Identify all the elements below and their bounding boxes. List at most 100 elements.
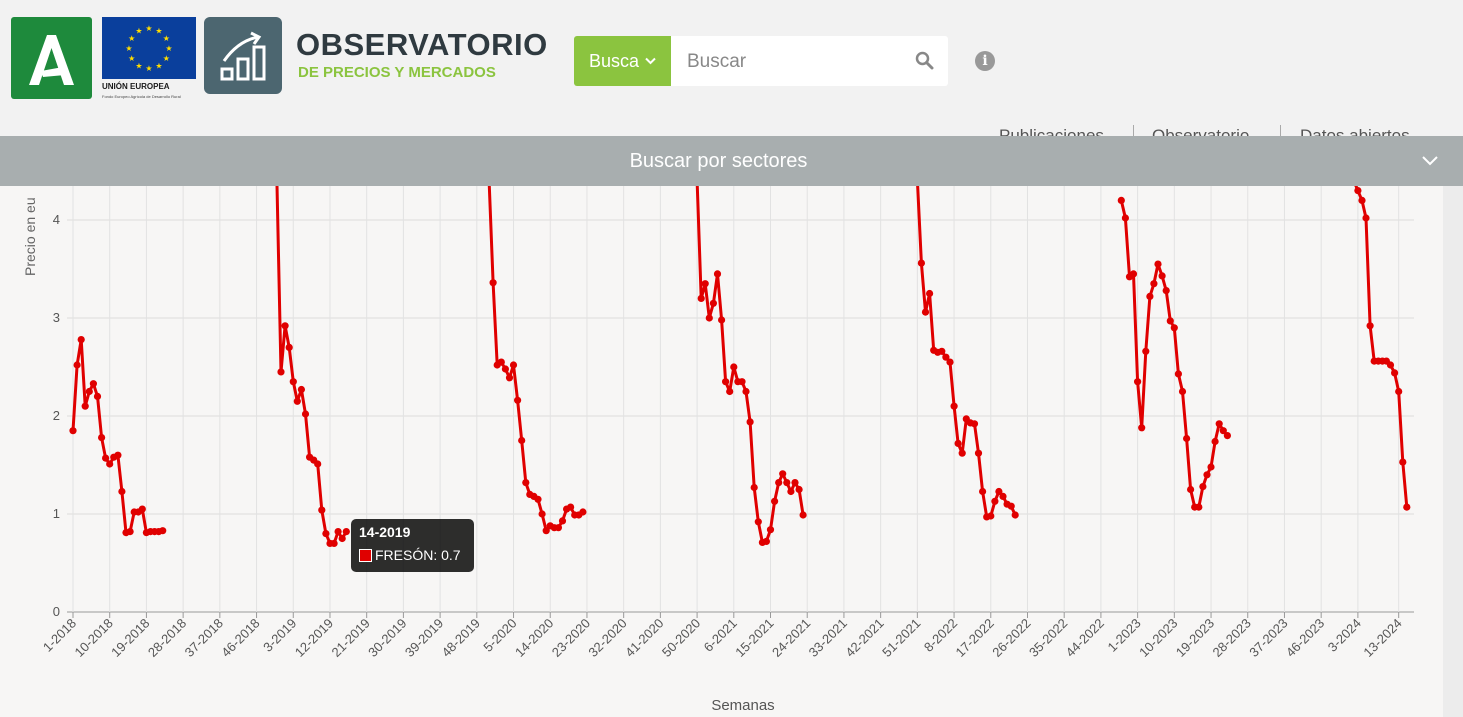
eu-star-icon: ★ xyxy=(165,44,172,53)
info-icon[interactable]: i xyxy=(975,51,995,71)
search-icon[interactable] xyxy=(915,51,934,70)
data-point xyxy=(114,451,122,459)
x-tick-label: 37-2023 xyxy=(1246,616,1290,660)
data-point xyxy=(330,539,338,547)
data-point xyxy=(1399,458,1407,466)
x-tick-label: 10-2018 xyxy=(71,616,115,660)
search-scope-dropdown[interactable]: Busca xyxy=(574,36,671,86)
data-point xyxy=(489,279,497,287)
data-point xyxy=(1138,424,1146,432)
x-tick-label: 50-2020 xyxy=(659,616,703,660)
data-point xyxy=(1366,322,1374,330)
brand-title: OBSERVATORIO xyxy=(296,27,548,62)
search-input[interactable] xyxy=(685,36,909,88)
x-tick-label: 28-2018 xyxy=(145,616,189,660)
eu-star-icon: ★ xyxy=(155,61,162,70)
data-point xyxy=(138,505,146,513)
eu-star-icon: ★ xyxy=(155,27,162,36)
data-point xyxy=(501,365,509,373)
data-point xyxy=(917,259,926,267)
data-point xyxy=(1391,369,1399,377)
data-point xyxy=(713,270,722,278)
data-point xyxy=(950,402,958,410)
data-point xyxy=(102,454,110,462)
data-point xyxy=(795,485,803,494)
x-tick-label: 28-2023 xyxy=(1210,616,1254,660)
data-point xyxy=(1007,502,1015,510)
data-point xyxy=(926,289,934,298)
data-point xyxy=(98,434,106,442)
data-point xyxy=(762,537,771,545)
data-point xyxy=(995,487,1003,496)
data-point xyxy=(1142,347,1150,355)
data-point xyxy=(1358,196,1366,204)
eu-logo-subtext: Fondo Europeo Agrícola de Desarrollo Rur… xyxy=(102,94,181,99)
x-tick-label: 24-2021 xyxy=(769,616,813,660)
series-line-freson xyxy=(275,186,348,545)
junta-andalucia-logo[interactable] xyxy=(11,17,92,99)
search-box xyxy=(671,36,948,88)
data-point xyxy=(1195,503,1203,511)
x-tick-label: 14-2020 xyxy=(512,616,556,660)
nav-divider xyxy=(1133,125,1134,139)
data-point xyxy=(301,410,310,418)
chevron-down-icon[interactable] xyxy=(1420,151,1440,171)
x-tick-label: 39-2019 xyxy=(402,616,446,660)
x-tick-label: 19-2018 xyxy=(108,616,152,660)
x-tick-label: 3-2024 xyxy=(1325,616,1364,655)
y-tick-label: 0 xyxy=(53,604,60,619)
data-point xyxy=(558,517,567,525)
data-point xyxy=(1215,420,1223,428)
eu-star-icon: ★ xyxy=(125,44,132,53)
data-point xyxy=(1362,214,1370,222)
observatory-chart-icon[interactable] xyxy=(204,17,282,94)
tooltip-value: 0.7 xyxy=(441,547,461,563)
data-point xyxy=(958,449,966,457)
data-point xyxy=(542,527,550,535)
tooltip-series-value: FRESÓN: 0.7 xyxy=(375,547,461,563)
data-point xyxy=(1117,196,1125,204)
data-point xyxy=(1199,483,1207,491)
eu-star-icon: ★ xyxy=(128,34,135,43)
data-point xyxy=(709,299,718,307)
data-point xyxy=(518,436,526,445)
data-point xyxy=(314,460,322,468)
chart-tooltip: 14-2019 FRESÓN: 0.7 xyxy=(351,519,474,572)
eu-logo-text: UNIÓN EUROPEA xyxy=(102,82,170,91)
x-tick-label: 46-2023 xyxy=(1283,616,1327,660)
data-point xyxy=(1158,272,1166,280)
data-point xyxy=(509,361,518,369)
y-axis-title: Precio en eu xyxy=(22,197,38,276)
data-point xyxy=(954,439,962,447)
eu-flag-icon: ★ ★ ★ ★ ★ ★ ★ ★ ★ ★ ★ ★ xyxy=(102,17,196,79)
data-point xyxy=(1403,503,1411,511)
eu-star-icon: ★ xyxy=(163,54,170,63)
data-point xyxy=(338,534,346,543)
data-point xyxy=(514,396,522,404)
x-tick-label: 26-2022 xyxy=(989,616,1033,660)
sector-search-bar[interactable]: Buscar por sectores xyxy=(0,136,1463,186)
x-tick-label: 46-2018 xyxy=(218,616,262,660)
y-tick-label: 1 xyxy=(53,506,60,521)
data-point xyxy=(1150,280,1158,288)
data-point xyxy=(726,387,734,396)
data-point xyxy=(334,528,342,536)
x-tick-label: 17-2022 xyxy=(953,616,997,660)
data-point xyxy=(701,280,709,288)
data-point xyxy=(987,512,995,520)
data-point xyxy=(1011,511,1019,519)
data-point xyxy=(718,316,726,324)
data-point xyxy=(754,518,762,526)
data-point xyxy=(1146,292,1154,300)
x-tick-label: 10-2023 xyxy=(1136,616,1180,660)
data-point xyxy=(697,294,705,302)
data-point xyxy=(942,353,950,361)
x-tick-label: 33-2021 xyxy=(806,616,850,660)
data-point xyxy=(69,427,77,435)
x-tick-label: 42-2021 xyxy=(842,616,886,660)
data-point xyxy=(938,347,946,355)
data-point xyxy=(779,470,787,478)
sector-search-label: Buscar por sectores xyxy=(629,150,808,172)
data-point xyxy=(1174,370,1182,378)
data-point xyxy=(293,397,301,405)
